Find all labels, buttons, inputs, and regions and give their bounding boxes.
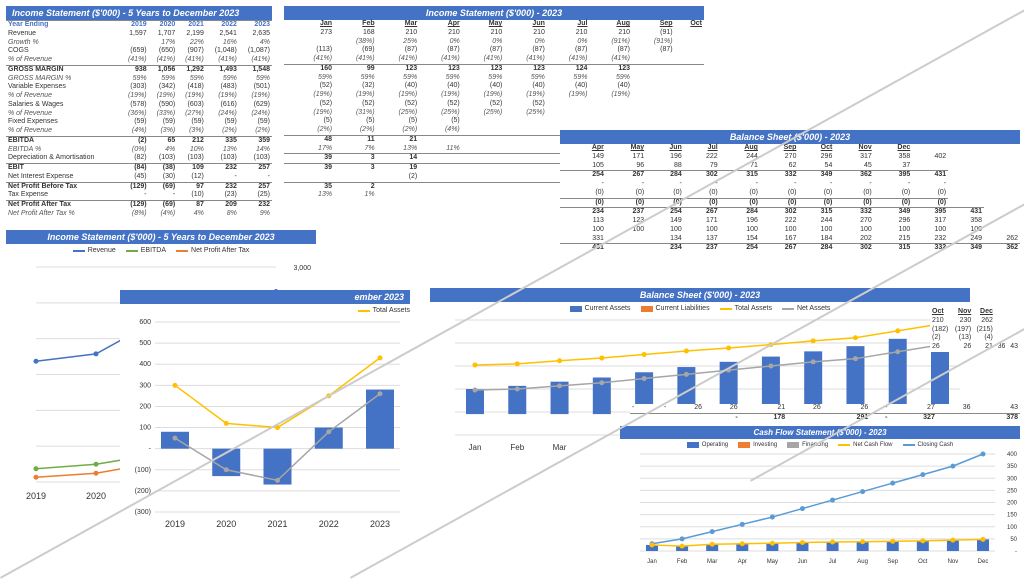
svg-text:200: 200 [139,403,151,410]
svg-text:Jul: Jul [829,559,837,565]
svg-text:-: - [149,446,152,453]
svg-text:2020: 2020 [216,519,236,529]
balance-5y-title-frag: ember 2023 [120,290,410,304]
svg-text:2020: 2020 [86,491,106,501]
balance-2023-table: AprMayJunJulAugSepOctNovDec 149171196222… [560,144,1020,253]
svg-text:300: 300 [139,382,151,389]
balance-2023-title: Balance Sheet ($'000) - 2023 [560,130,1020,144]
svg-text:Oct: Oct [918,559,928,565]
svg-text:350: 350 [1007,464,1018,470]
svg-text:Jan: Jan [469,443,482,452]
svg-text:2022: 2022 [319,519,339,529]
svg-text:-: - [1015,549,1017,555]
svg-text:Feb: Feb [677,559,688,565]
income-5y-chart-legend: Revenue EBITDA Net Profit After Tax [6,244,316,257]
svg-text:Jun: Jun [798,559,808,565]
svg-text:Aug: Aug [857,559,868,565]
svg-text:400: 400 [1007,452,1018,458]
svg-text:(100): (100) [135,467,151,474]
svg-text:300: 300 [1007,476,1018,482]
income-5y-table: Year Ending20192020202120222023Revenue1,… [6,20,272,219]
income-5y-panel: Income Statement ($'000) - 5 Years to De… [6,6,272,219]
right-small-data: OctNovDec210230262(182)(197)(215)(2)(13)… [930,308,1020,352]
svg-text:150: 150 [1007,513,1018,519]
svg-text:250: 250 [1007,488,1018,494]
balance-5y-legend: Total Assets [120,304,410,317]
svg-text:2019: 2019 [26,491,46,501]
svg-text:Mar: Mar [553,443,567,452]
income-5y-chart-title: Income Statement ($'000) - 5 Years to De… [6,230,316,244]
svg-text:2021: 2021 [267,519,287,529]
svg-text:200: 200 [1007,501,1018,507]
misc-row: --2626212626-273643 -178291-327378 [630,404,1020,423]
svg-text:May: May [767,559,778,565]
svg-text:100: 100 [139,425,151,432]
svg-text:100: 100 [1007,525,1018,531]
balance-5y-chart: ember 2023 Total Assets 600 500 400 300 200 1… [120,290,410,540]
svg-text:Jan: Jan [647,559,657,565]
balance-5y-chart-svg: 600500400300200100-(100)(200)(300)201920… [120,317,410,532]
svg-text:600: 600 [139,319,151,326]
svg-text:Sep: Sep [887,559,898,565]
cashflow-chart: Cash Flow Statement ($'000) - 2023 Opera… [620,426,1020,576]
svg-text:(300): (300) [135,509,151,516]
balance-2023-panel: Balance Sheet ($'000) - 2023 AprMayJunJu… [560,130,1020,253]
svg-text:50: 50 [1010,537,1017,543]
svg-text:Mar: Mar [707,559,717,565]
svg-text:3,000: 3,000 [293,265,311,272]
svg-text:500: 500 [139,340,151,347]
income-5y-title: Income Statement ($'000) - 5 Years to De… [6,6,272,20]
svg-text:Nov: Nov [948,559,959,565]
balance-2023-chart-legend: Current Assets Current Liabilities Total… [430,302,970,315]
svg-text:Feb: Feb [510,443,524,452]
svg-text:Dec: Dec [978,559,989,565]
svg-text:Apr: Apr [738,559,747,565]
cashflow-title: Cash Flow Statement ($'000) - 2023 [620,426,1020,439]
svg-text:400: 400 [139,361,151,368]
income-2023-title: Income Statement ($'000) - 2023 [284,6,704,20]
cashflow-svg: 400 350 300 250 200 150 100 50 - Jan Feb Mar Apr May J… [620,451,1020,566]
svg-text:2023: 2023 [370,519,390,529]
svg-text:2019: 2019 [165,519,185,529]
